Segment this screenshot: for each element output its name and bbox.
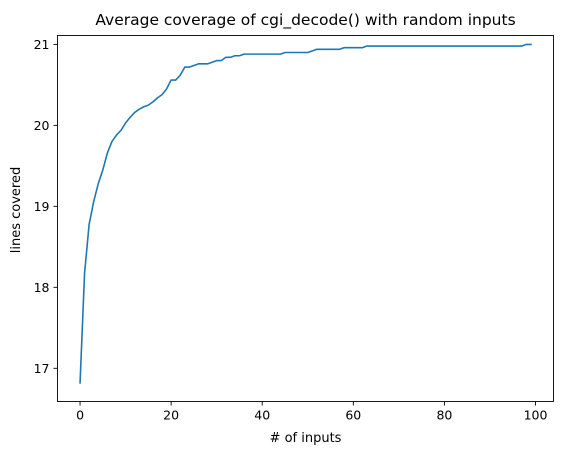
x-tick-label: 60 (345, 408, 361, 423)
y-tick-label: 20 (34, 118, 50, 133)
axis-ticks: 0 20 40 60 80 100 17 18 19 20 21 (34, 37, 548, 423)
y-axis-label: lines covered (9, 167, 24, 253)
x-tick-label: 20 (163, 408, 179, 423)
x-axis-label: # of inputs (270, 431, 342, 446)
x-tick-label: 80 (436, 408, 452, 423)
series-line (79, 43, 532, 384)
chart-title: Average coverage of cgi_decode() with ra… (95, 11, 515, 30)
y-tick-label: 17 (34, 361, 50, 376)
x-tick-label: 100 (524, 408, 548, 423)
x-tick-label: 0 (76, 408, 84, 423)
y-tick-label: 21 (34, 37, 50, 52)
y-tick-label: 18 (34, 280, 50, 295)
plot-frame (57, 35, 554, 402)
x-tick-label: 40 (254, 408, 270, 423)
y-tick-label: 19 (34, 199, 50, 214)
series-layer (79, 43, 532, 384)
